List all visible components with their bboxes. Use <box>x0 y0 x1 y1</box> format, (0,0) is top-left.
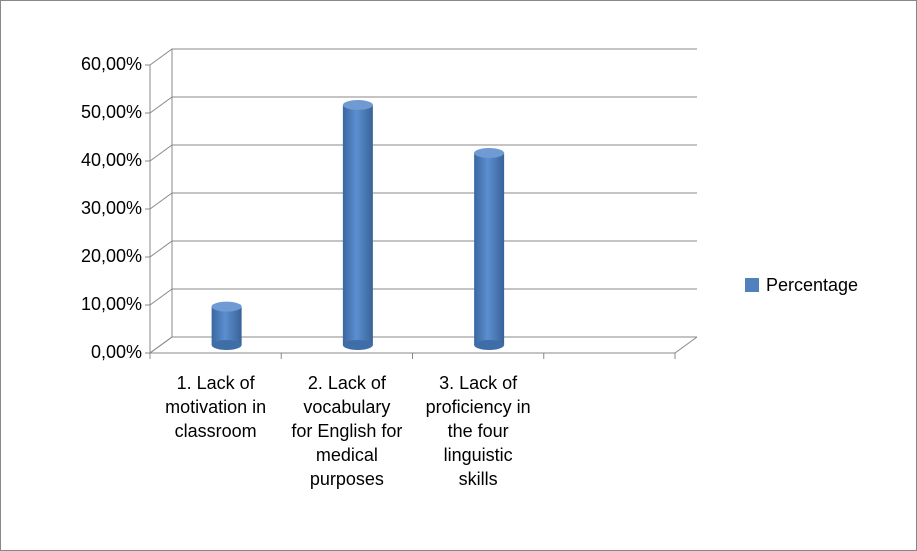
bar-top <box>211 301 242 312</box>
y-tick-label: 10,00% <box>81 294 142 314</box>
legend-swatch <box>745 278 759 292</box>
bar-bottom <box>211 340 242 350</box>
y-tick-label: 50,00% <box>81 102 142 122</box>
x-tick-label: 3. Lack of proficiency in the four lingu… <box>425 373 531 489</box>
y-tick-label: 20,00% <box>81 246 142 266</box>
grid-line <box>149 288 697 306</box>
bar-body <box>211 306 242 345</box>
grid-line <box>149 336 697 354</box>
x-tick-label: 2. Lack of vocabulary for English for me… <box>291 373 403 489</box>
grid-line <box>149 48 697 66</box>
bar-body <box>474 153 505 345</box>
grid-line <box>149 96 697 114</box>
bar <box>342 100 373 350</box>
grid-line <box>149 240 697 258</box>
y-tick-label: 0,00% <box>91 342 142 362</box>
bar-top <box>474 148 505 158</box>
grid-line <box>149 144 697 162</box>
bar-top <box>342 100 373 110</box>
y-tick-label: 30,00% <box>81 198 142 218</box>
bar <box>474 148 505 350</box>
grid-line <box>149 192 697 210</box>
bar <box>211 301 242 350</box>
bar-bottom <box>474 340 505 350</box>
x-tick-label: 1. Lack of motivation in classroom <box>165 373 267 441</box>
bar-body <box>342 105 373 345</box>
y-tick-label: 40,00% <box>81 150 142 170</box>
bar-bottom <box>342 340 373 350</box>
y-tick-label: 60,00% <box>81 54 142 74</box>
legend-label: Percentage <box>766 275 858 295</box>
